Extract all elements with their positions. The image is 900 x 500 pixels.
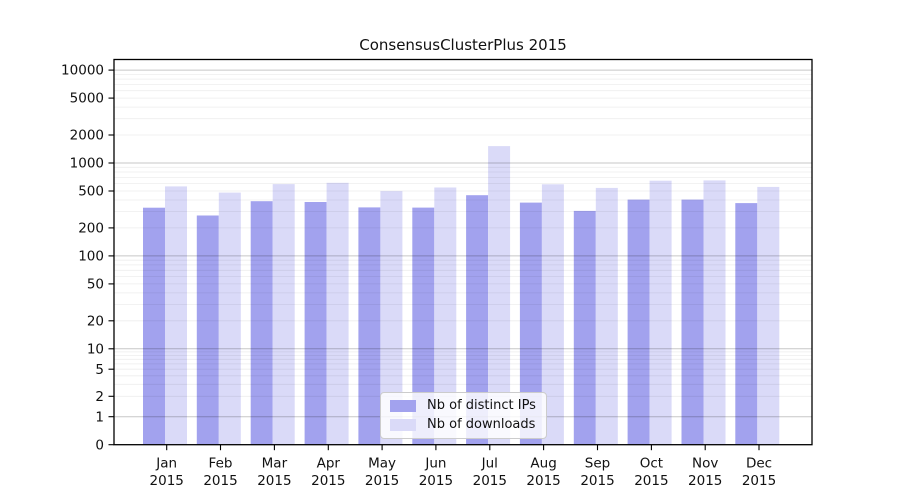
bars-group <box>143 146 780 445</box>
chart-title: ConsensusClusterPlus 2015 <box>359 36 567 54</box>
bar-downloads-Jan <box>165 186 187 445</box>
bar-downloads-Jul <box>488 146 511 445</box>
legend-swatch-downloads <box>390 419 416 431</box>
axis-frame <box>113 58 813 446</box>
x-tick-label-month: Jun <box>424 456 446 472</box>
bar-distinct-ips-Jan <box>143 207 165 445</box>
bar-downloads-May <box>380 191 403 445</box>
legend-item-downloads: Nb of downloads <box>390 417 536 433</box>
bar-distinct-ips-Dec <box>735 203 758 445</box>
y-tick-label: 1 <box>95 409 104 425</box>
x-tick-label-month: Sep <box>585 456 610 472</box>
legend-item-distinct-ips: Nb of distinct IPs <box>390 398 536 414</box>
bar-distinct-ips-May <box>358 207 381 445</box>
y-tick-label: 10000 <box>61 63 104 79</box>
bar-distinct-ips-Nov <box>681 199 704 445</box>
x-tick-label-month: Mar <box>262 456 288 472</box>
bar-distinct-ips-Oct <box>627 199 650 445</box>
x-tick-label-year: 2015 <box>150 473 184 489</box>
legend-label-distinct-ips: Nb of distinct IPs <box>427 398 536 413</box>
y-tick-label: 2 <box>95 389 104 405</box>
x-tick-label-month: Apr <box>317 456 341 472</box>
bar-distinct-ips-Apr <box>304 202 327 445</box>
x-tick-label-year: 2015 <box>688 473 722 489</box>
y-tick-label: 2000 <box>70 128 104 144</box>
bar-downloads-Nov <box>703 180 726 445</box>
x-tick-label-year: 2015 <box>526 473 560 489</box>
y-tick-label: 20 <box>87 313 104 329</box>
x-tick-label-year: 2015 <box>311 473 345 489</box>
bar-distinct-ips-Sep <box>573 210 596 445</box>
bar-downloads-Dec <box>757 186 780 445</box>
x-tick-label-month: May <box>368 456 396 472</box>
legend-swatch-distinct-ips <box>390 400 416 412</box>
y-tick-label: 0 <box>95 437 104 453</box>
x-tick-label-month: Aug <box>530 456 556 472</box>
y-tick-label: 1000 <box>70 156 104 172</box>
bar-distinct-ips-Jun <box>412 207 435 445</box>
x-tick-label-year: 2015 <box>473 473 507 489</box>
legend-label-downloads: Nb of downloads <box>427 417 536 432</box>
y-tick-label: 5000 <box>70 91 104 107</box>
legend: Nb of distinct IPs Nb of downloads <box>380 392 547 439</box>
x-tick-label-year: 2015 <box>365 473 399 489</box>
bar-distinct-ips-Feb <box>196 215 219 445</box>
x-tick-label-month: Nov <box>692 456 718 472</box>
y-tick-label: 200 <box>78 221 104 237</box>
bar-downloads-Sep <box>595 187 618 445</box>
y-tick-label: 50 <box>87 277 104 293</box>
bar-downloads-Feb <box>218 192 241 445</box>
y-tick-label: 10 <box>87 341 104 357</box>
x-tick-label-month: Jan <box>155 456 177 472</box>
bar-downloads-Oct <box>649 180 672 445</box>
x-tick-label-year: 2015 <box>203 473 237 489</box>
bar-downloads-Aug <box>541 184 564 445</box>
bar-downloads-Mar <box>272 184 295 445</box>
x-tick-label-month: Jul <box>481 456 498 472</box>
y-tick-label: 100 <box>78 249 104 265</box>
x-tick-label-year: 2015 <box>257 473 291 489</box>
x-tick-label-year: 2015 <box>742 473 776 489</box>
x-tick-label-month: Oct <box>640 456 663 472</box>
bar-downloads-Jun <box>434 187 457 445</box>
bar-distinct-ips-Jul <box>466 195 489 445</box>
y-tick-label: 5 <box>95 362 104 378</box>
x-tick-label-year: 2015 <box>634 473 668 489</box>
bar-distinct-ips-Mar <box>250 201 273 445</box>
x-tick-label-year: 2015 <box>580 473 614 489</box>
bar-distinct-ips-Aug <box>519 202 542 445</box>
x-tick-label-year: 2015 <box>419 473 453 489</box>
x-axis-labels: Jan2015Feb2015Mar2015Apr2015May2015Jun20… <box>150 444 776 489</box>
x-tick-label-month: Feb <box>209 456 233 472</box>
y-axis-labels: 0 1 2 5 10 20 50 100 200 500 1000 2000 5000 10000 <box>61 63 114 453</box>
x-tick-label-month: Dec <box>746 456 772 472</box>
gridlines-group <box>114 69 812 418</box>
y-tick-label: 500 <box>78 184 104 200</box>
bar-downloads-Apr <box>326 182 349 445</box>
